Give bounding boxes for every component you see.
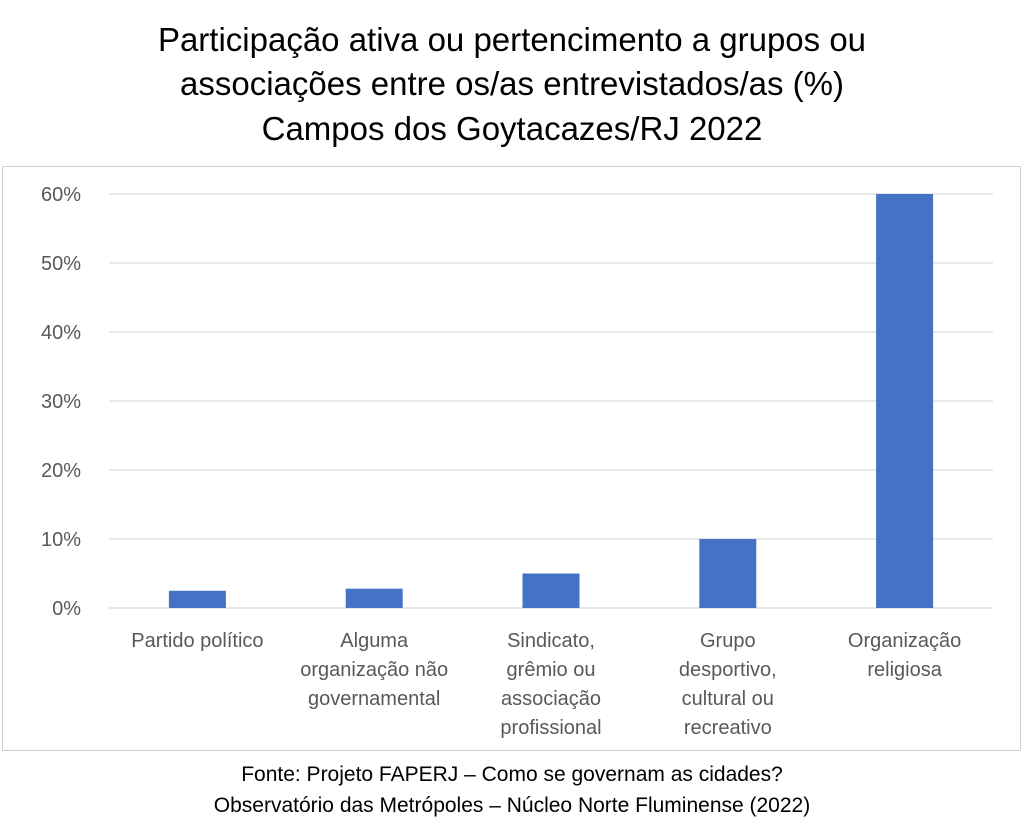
y-tick-label-0: 0% [52, 598, 81, 620]
x-tick-label-line: Partido político [131, 630, 263, 652]
footer-source-line: Fonte: Projeto FAPERJ – Como se governam… [241, 763, 783, 786]
footer-institution-line: Observatório das Metrópoles – Núcleo Nor… [213, 794, 811, 817]
y-tick-label-30: 30% [41, 391, 81, 413]
x-tick-label-line: cultural ou [682, 688, 774, 710]
y-tick-label-50: 50% [41, 253, 81, 275]
x-tick-label-2: Sindicato, grêmio ou associação profissiona… [500, 630, 601, 739]
title-line-2: associações entre os/as entrevistados/as… [180, 65, 844, 102]
x-tick-label-1: Alguma organização não governamental [300, 630, 448, 710]
x-tick-label-line: Alguma [340, 630, 409, 652]
y-tick-label-60: 60% [41, 184, 81, 206]
x-tick-label-line: Sindicato, [507, 630, 595, 652]
y-tick-label-20: 20% [41, 460, 81, 482]
bar-4 [876, 194, 934, 608]
x-tick-label-line: recreativo [684, 717, 772, 739]
x-tick-label-line: organização não [300, 659, 448, 681]
x-tick-label-line: associação [501, 688, 601, 710]
x-tick-label-3: Grupo desportivo, cultural ou recreativo [679, 630, 777, 739]
chart-area: 0% 10% 20% 30% 40% 50% 60% Partido político Algu… [2, 166, 1021, 751]
title-line-1: Participação ativa ou pertencimento a gr… [157, 21, 867, 58]
bar-2 [522, 573, 580, 608]
x-tick-label-line: religiosa [867, 659, 942, 681]
y-tick-label-10: 10% [41, 529, 81, 551]
y-tick-label-40: 40% [41, 322, 81, 344]
bar-0 [168, 590, 226, 608]
x-tick-label-line: grêmio ou [507, 659, 596, 681]
bar-3 [699, 539, 757, 608]
title-line-3: Campos dos Goytacazes/RJ 2022 [261, 110, 763, 147]
x-tick-label-line: profissional [500, 717, 601, 739]
x-tick-label-4: Organização religiosa [848, 630, 961, 681]
x-tick-label-line: Organização [848, 630, 961, 652]
bar-chart: 0% 10% 20% 30% 40% 50% 60% Partido político Algu… [41, 184, 993, 739]
bar-1 [345, 588, 403, 608]
x-tick-label-line: governamental [308, 688, 440, 710]
x-tick-label-line: desportivo, [679, 659, 777, 681]
x-tick-label-line: Grupo [700, 630, 756, 652]
x-tick-label-0: Partido político [131, 630, 263, 652]
